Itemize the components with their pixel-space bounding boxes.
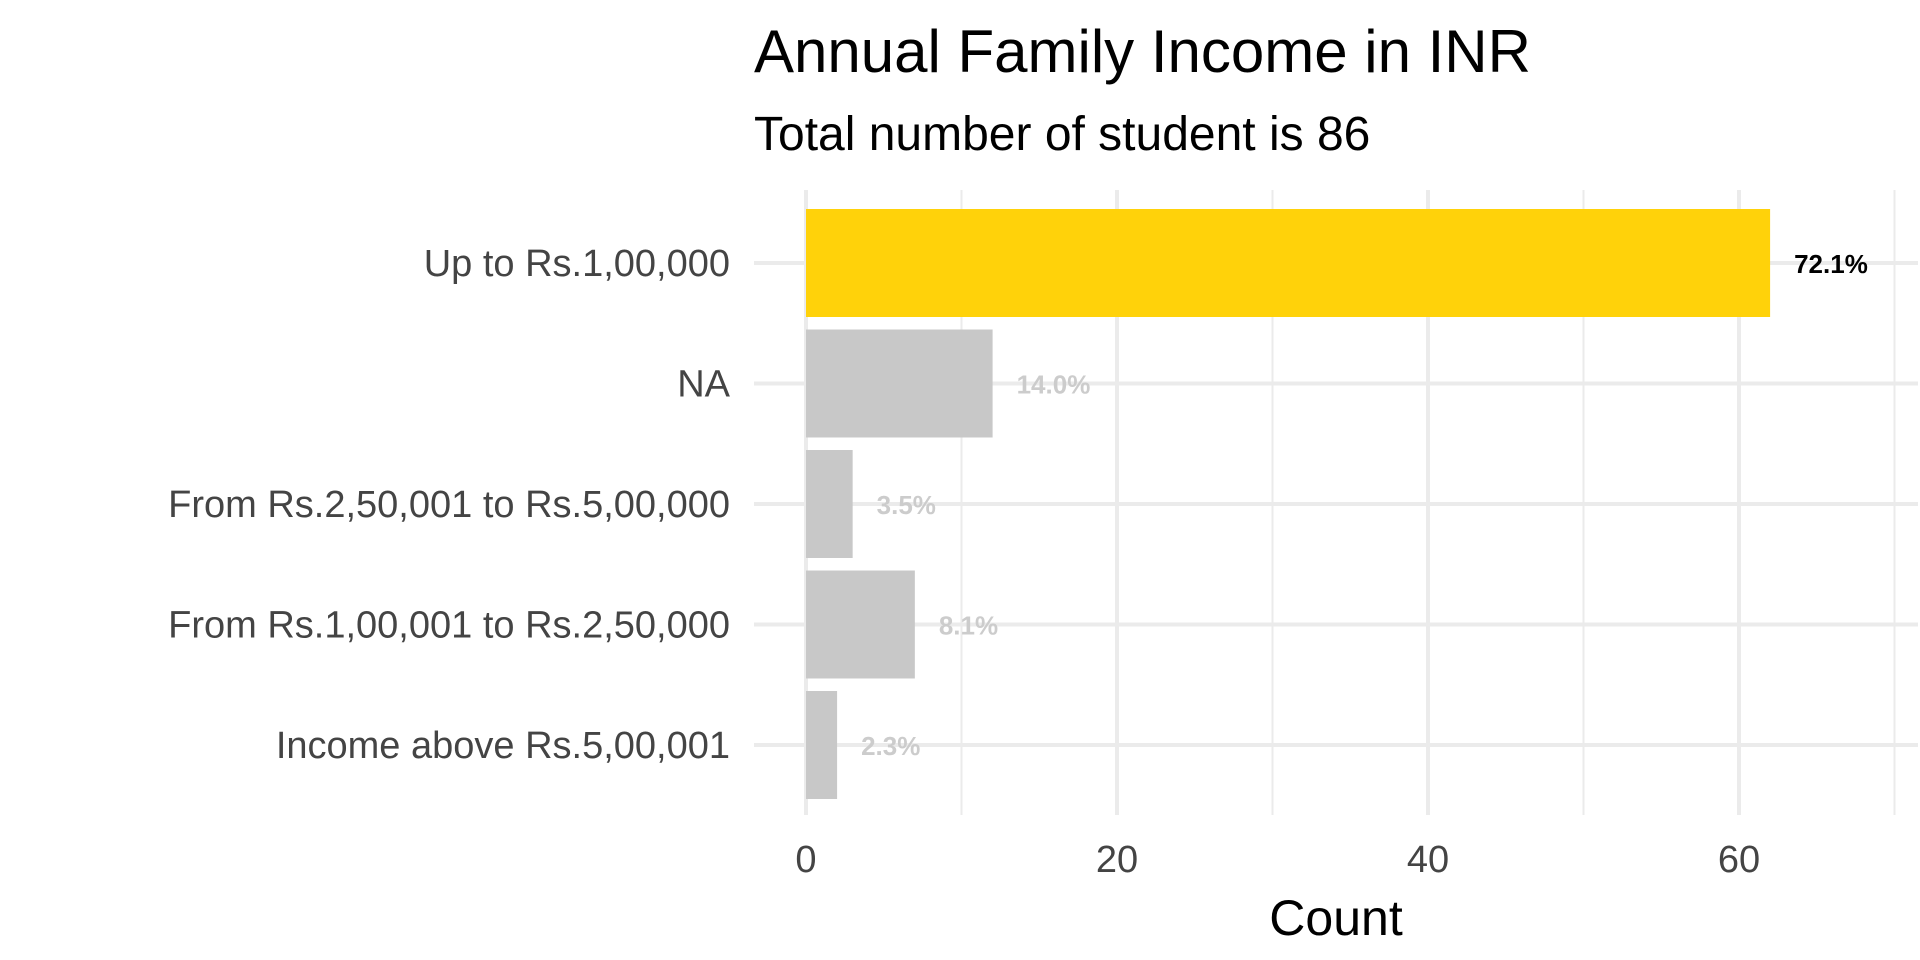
category-label: From Rs.2,50,001 to Rs.5,00,000 [168, 484, 730, 526]
data-labels: 72.1% 14.0% 3.5% 8.1% 2.3% [861, 249, 1868, 761]
x-tick-label: 60 [1718, 839, 1760, 881]
category-label: From Rs.1,00,001 to Rs.2,50,000 [168, 605, 730, 647]
x-tick-label: 20 [1096, 839, 1138, 881]
chart-title: Annual Family Income in INR [754, 18, 1531, 85]
x-axis-title: Count [1269, 890, 1403, 946]
category-label: Up to Rs.1,00,000 [424, 243, 730, 285]
category-label: NA [677, 364, 730, 406]
category-label: Income above Rs.5,00,001 [276, 725, 730, 767]
bar [806, 209, 1771, 317]
data-label: 3.5% [877, 490, 936, 520]
x-tick-label: 0 [795, 839, 816, 881]
data-label: 8.1% [939, 611, 998, 641]
data-label: 14.0% [1017, 370, 1091, 400]
x-tick-labels: 0 20 40 60 [795, 839, 1760, 881]
data-label: 2.3% [861, 731, 920, 761]
bars [806, 209, 1771, 799]
bar [806, 570, 915, 679]
chart-subtitle: Total number of student is 86 [754, 108, 1370, 161]
category-labels: Up to Rs.1,00,000 NA From Rs.2,50,001 to R… [168, 243, 731, 767]
data-label: 72.1% [1794, 249, 1868, 279]
x-tick-label: 40 [1407, 839, 1449, 881]
bar [806, 691, 838, 799]
bar [806, 450, 853, 558]
bar [806, 329, 993, 438]
